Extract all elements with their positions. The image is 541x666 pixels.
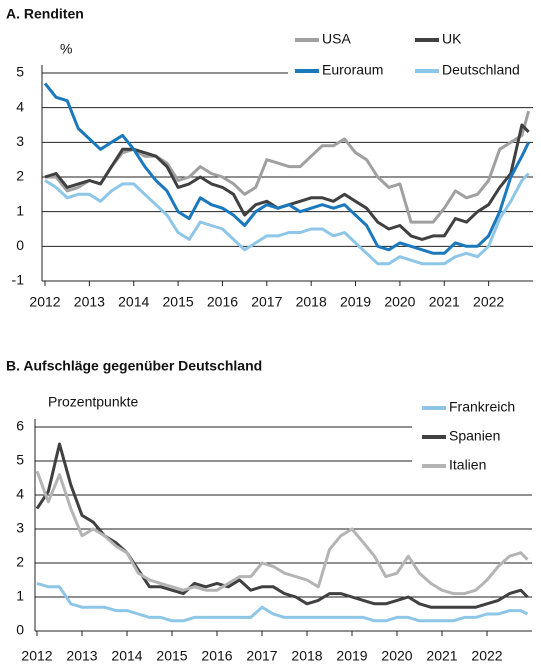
x-tick-label: 2016 (207, 294, 238, 310)
panel-title: B. Aufschläge gegenüber Deutschland (6, 358, 262, 374)
y-tick-label: 1 (16, 588, 24, 604)
x-tick-label: 2016 (201, 648, 232, 664)
y-tick-label: 4 (16, 486, 24, 502)
legend-label: Spanien (449, 428, 500, 444)
y-axis-label: % (60, 41, 72, 57)
panel-title: A. Renditen (6, 6, 84, 22)
y-tick-label: 1 (16, 202, 24, 218)
series-line (35, 442, 529, 609)
x-tick-label: 2015 (156, 648, 187, 664)
y-tick-label: 2 (16, 168, 24, 184)
legend-background (288, 28, 541, 88)
x-tick-label: 2018 (296, 294, 327, 310)
x-tick-label: 2017 (246, 648, 277, 664)
series-line (35, 470, 529, 596)
series-line (45, 110, 531, 224)
y-tick-label: 0 (16, 622, 24, 638)
x-tick-label: 2019 (336, 648, 367, 664)
x-tick-label: 2013 (74, 294, 105, 310)
x-tick-label: 2015 (163, 294, 194, 310)
legend-label: USA (322, 31, 351, 47)
x-tick-label: 2022 (471, 648, 502, 664)
x-tick-label: 2020 (381, 648, 412, 664)
series-line (43, 82, 530, 255)
x-tick-label: 2014 (118, 294, 149, 310)
x-tick-label: 2013 (66, 648, 97, 664)
legend-label: Italien (449, 457, 486, 473)
x-tick-label: 2021 (429, 294, 460, 310)
x-tick-label: 2012 (29, 294, 60, 310)
y-tick-label: 3 (16, 133, 24, 149)
y-tick-label: -1 (12, 272, 25, 288)
series-line (44, 172, 530, 266)
x-tick-label: 2022 (473, 294, 504, 310)
legend-label: UK (442, 31, 462, 47)
x-tick-label: 2012 (21, 648, 52, 664)
y-tick-label: 5 (16, 452, 24, 468)
y-tick-label: 3 (16, 520, 24, 536)
x-tick-label: 2014 (111, 648, 142, 664)
y-tick-label: 0 (16, 237, 24, 253)
legend-label: Deutschland (442, 62, 520, 78)
x-tick-label: 2020 (384, 294, 415, 310)
x-tick-label: 2019 (340, 294, 371, 310)
y-tick-label: 6 (16, 418, 24, 434)
x-tick-label: 2021 (426, 648, 457, 664)
x-tick-label: 2018 (291, 648, 322, 664)
legend-label: Euroraum (322, 62, 383, 78)
legend-label: Frankreich (449, 399, 515, 415)
x-tick-label: 2017 (251, 294, 282, 310)
series-line (36, 581, 529, 623)
y-tick-label: 2 (16, 554, 24, 570)
y-tick-label: 5 (16, 64, 24, 80)
y-tick-label: 4 (16, 98, 24, 114)
y-axis-label: Prozentpunkte (48, 394, 138, 410)
